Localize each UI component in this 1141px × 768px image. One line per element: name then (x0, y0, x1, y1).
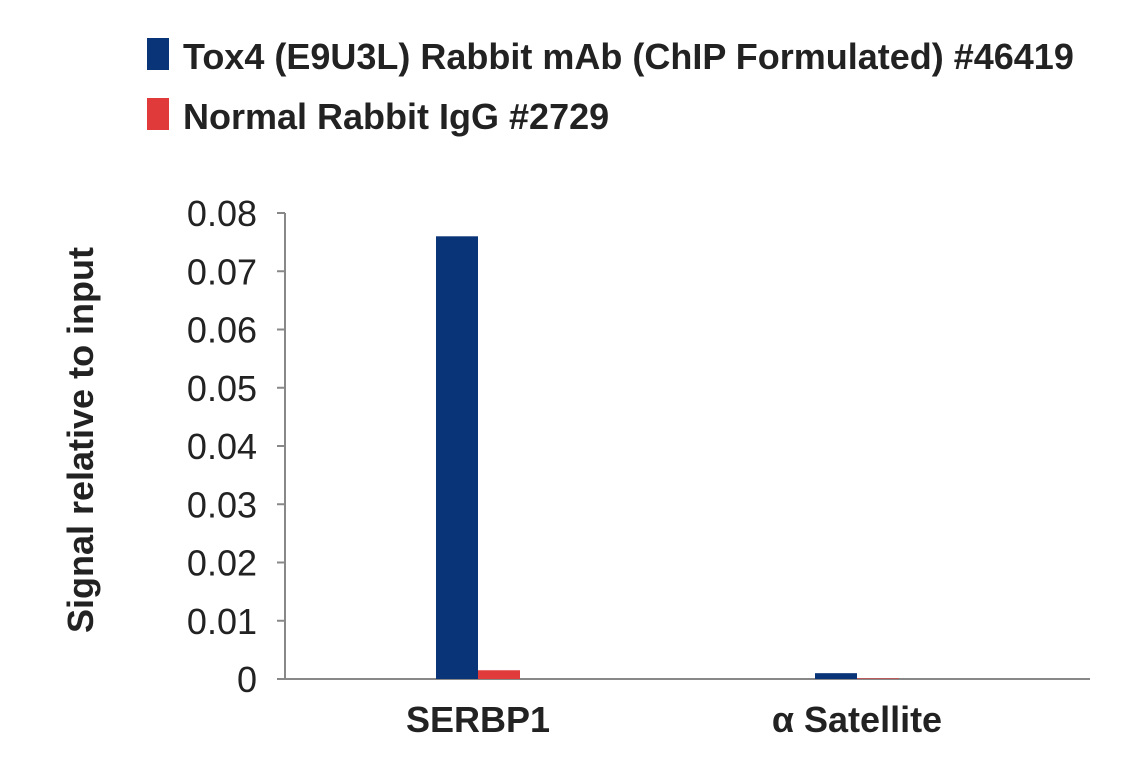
y-tick-label: 0.03 (187, 484, 257, 525)
y-tick-label: 0.04 (187, 426, 257, 467)
y-tick-label: 0 (237, 659, 257, 700)
y-axis-label: Signal relative to input (60, 247, 101, 633)
y-tick-label: 0.02 (187, 543, 257, 584)
bar (815, 673, 857, 679)
bar (857, 678, 899, 679)
y-tick-label: 0.05 (187, 368, 257, 409)
legend: Tox4 (E9U3L) Rabbit mAb (ChIP Formulated… (147, 36, 1074, 137)
x-tick-label: α Satellite (772, 699, 942, 740)
y-tick-label: 0.01 (187, 601, 257, 642)
y-tick-label: 0.07 (187, 251, 257, 292)
x-tick-label: SERBP1 (406, 699, 550, 740)
bar (478, 670, 520, 679)
legend-swatch (147, 38, 169, 70)
legend-swatch (147, 98, 169, 130)
bar (436, 236, 478, 680)
legend-label: Tox4 (E9U3L) Rabbit mAb (ChIP Formulated… (183, 36, 1074, 77)
y-tick-label: 0.06 (187, 310, 257, 351)
y-tick-label: 0.08 (187, 193, 257, 234)
legend-label: Normal Rabbit IgG #2729 (183, 96, 609, 137)
